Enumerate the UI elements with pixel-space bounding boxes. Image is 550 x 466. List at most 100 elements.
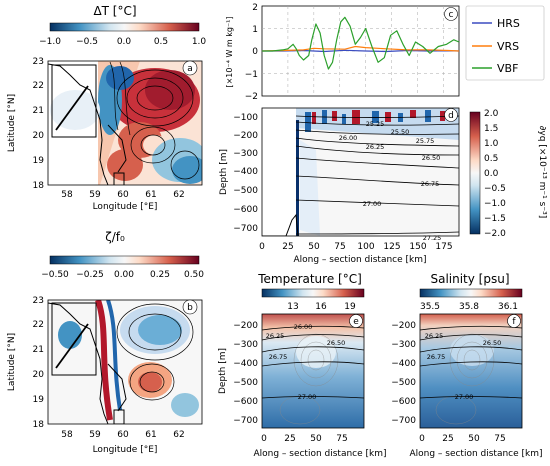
xtick-d: 75 (334, 242, 345, 252)
contour-label-d: 25.75 (416, 137, 435, 145)
panel-b-badge (182, 299, 198, 315)
colorbar-d-ticklabels: 2.0 1.5 1.0 0.5 0.0 −0.5 −1.0 −1.5 −2.0 (484, 109, 506, 239)
xtick-b: 62 (173, 430, 184, 440)
colorbar-f-tick: 35.8 (459, 302, 479, 312)
ytick-c: 1 (252, 25, 258, 35)
section-f-contour-labels: 26.25 26.50 26.75 27.00 (425, 332, 502, 401)
ytick-b: 18 (33, 420, 45, 430)
xtick-d: 100 (357, 242, 374, 252)
ytick-e: −700 (233, 416, 258, 426)
ytick-a: 21 (33, 106, 44, 116)
ytick-a: 18 (33, 181, 45, 191)
ytick-a: 19 (33, 156, 45, 166)
xtick-b: 60 (117, 430, 129, 440)
xtick-a: 58 (61, 190, 73, 200)
colorbar-d-tick: 1.5 (484, 124, 498, 134)
ytick-b: 22 (33, 320, 44, 330)
ytick-e: −500 (233, 378, 258, 388)
colorbar-b-ticklabels: −0.50 −0.25 0.00 0.25 0.50 (41, 270, 204, 280)
xtick-a: 59 (89, 190, 101, 200)
contour-label-e: 26.50 (327, 339, 346, 347)
colorbar-a-tick: −0.5 (76, 37, 98, 47)
panel-c-legend: HRS VRS VBF (465, 5, 545, 81)
legend-hrs-label: HRS (497, 17, 520, 30)
xtick-e: 25 (284, 434, 295, 444)
xtick-f: 0 (419, 434, 425, 444)
map-b-ylabel: Latitude [°N] (7, 333, 17, 391)
ytick-e: −400 (233, 359, 258, 369)
colorbar-e-title: Temperature [°C] (257, 272, 362, 286)
panel-c-badge (444, 7, 458, 21)
ytick-d: −200 (233, 131, 258, 141)
contour-label-e: 27.00 (298, 393, 317, 401)
xtick-d: 0 (259, 242, 265, 252)
ytick-f: −300 (391, 340, 416, 350)
colorbar-a-tick: −1.0 (39, 37, 61, 47)
xtick-d: 150 (409, 242, 426, 252)
ytick-c: 0 (252, 47, 258, 57)
colorbar-d-tick: 1.0 (484, 139, 499, 149)
colorbar-a-tick: 1.0 (192, 37, 207, 47)
panel-a-label: a (187, 64, 193, 74)
contour-label-d: 26.25 (366, 143, 385, 151)
colorbar-f-bar (419, 288, 523, 298)
map-b-frame (47, 299, 203, 425)
colorbar-e-tick: 16 (315, 302, 327, 312)
map-a-frame (47, 60, 203, 186)
panel-f: Salinity [psu] 35.5 35.8 36.1 (391, 272, 542, 459)
ytick-e: −600 (233, 397, 258, 407)
xtick-f: 50 (468, 434, 480, 444)
colorbar-d-tick: 0.5 (484, 154, 498, 164)
panel-d: 25.25 25.50 25.75 26.00 26.25 26.50 26.7… (219, 107, 547, 265)
section-f-xticks: 0 25 50 75 (419, 434, 506, 444)
panel-c-yticks: 2 1 0 −1 −2 (245, 3, 259, 102)
colorbar-e-tick: 13 (287, 302, 298, 312)
map-a-yticks: 23 22 21 20 19 18 (33, 57, 45, 191)
ytick-d: −400 (233, 167, 258, 177)
colorbar-d-tick: −1.0 (484, 199, 506, 209)
colorbar-a-title: ΔT [°C] (93, 4, 136, 18)
section-e-ylabel: Depth [m] (218, 348, 228, 394)
map-a-xlabel: Longitude [°E] (93, 202, 158, 212)
panel-e-label: e (353, 317, 359, 327)
contour-label-f: 26.50 (483, 339, 502, 347)
ytick-c: −1 (245, 70, 258, 80)
colorbar-b-tick: −0.50 (41, 270, 69, 280)
map-a-ylabel: Latitude [°N] (7, 94, 17, 152)
ytick-b: 21 (33, 345, 44, 355)
contour-label-e: 26.00 (294, 323, 313, 331)
panel-d-label: d (448, 111, 454, 121)
panel-a-badge (182, 60, 198, 76)
xtick-e: 50 (310, 434, 322, 444)
xtick-f: 75 (494, 434, 505, 444)
contour-label-f: 27.00 (455, 393, 474, 401)
colorbar-d-title: ∂yq [×10⁻¹³ m⁻¹ s⁻³] (537, 126, 547, 218)
section-d-ylabel: Depth [m] (219, 149, 229, 195)
panel-c: 2 1 0 −1 −2 [×10⁻⁴ W m kg⁻¹] c HRS VRS V… (225, 3, 545, 102)
contour-label-d: 25.25 (366, 120, 385, 128)
series-line-vbf (262, 16, 460, 70)
xtick-d: 50 (308, 242, 320, 252)
panel-d-badge (444, 108, 458, 122)
xtick-a: 61 (145, 190, 156, 200)
ytick-b: 23 (33, 296, 44, 306)
contour-label-d: 26.75 (421, 180, 440, 188)
contour-label-d: 26.00 (339, 134, 358, 142)
colorbar-e-bar (261, 288, 365, 298)
colorbar-e-tick: 19 (344, 302, 356, 312)
xtick-d: 175 (435, 242, 452, 252)
section-d-yticks: −100 −200 −300 −400 −500 −600 −700 (233, 113, 258, 234)
contour-label-d: 27.25 (423, 234, 442, 242)
ytick-c: −2 (245, 92, 258, 102)
colorbar-b-title: ζ/f₀ (105, 230, 125, 244)
map-a-xticks: 58 59 60 61 62 (61, 190, 184, 200)
section-e-xlabel: Along – section distance [km] (253, 449, 386, 459)
contour-label-d: 26.50 (422, 154, 441, 162)
ytick-e: −300 (233, 340, 258, 350)
panel-c-lines (261, 16, 460, 70)
section-d-xticks: 0 25 50 75 100 125 150 175 (259, 242, 452, 252)
section-d-contour-labels: 25.25 25.50 25.75 26.00 26.25 26.50 26.7… (339, 120, 442, 242)
panel-f-label: f (512, 317, 516, 327)
section-d-xlabel: Along – section distance [km] (293, 255, 426, 265)
